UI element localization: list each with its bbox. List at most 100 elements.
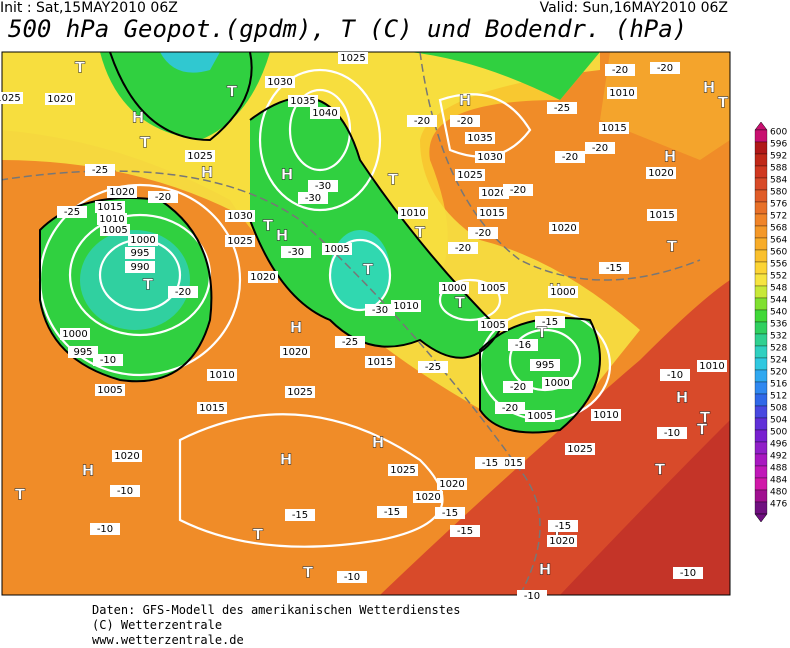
contour-label: 1015 (479, 208, 504, 219)
temperature-lines (2, 52, 701, 595)
colorbar-label: 532 (770, 332, 787, 342)
field-zone (560, 420, 730, 595)
contour-label: -10 (100, 355, 116, 366)
pressure-center: T (537, 324, 548, 342)
label-box (535, 316, 565, 328)
colorbar-cell (754, 201, 768, 215)
label-box (475, 457, 505, 469)
label-box (112, 450, 142, 462)
contour-label: 1005 (97, 385, 122, 396)
colorbar-label: 504 (770, 416, 787, 426)
label-box (503, 184, 533, 196)
label-box (125, 261, 155, 273)
label-box (478, 319, 508, 331)
contour-label: -16 (515, 340, 531, 351)
contour-label: -25 (92, 165, 108, 176)
label-box (225, 235, 255, 247)
contour-label: 1025 (187, 151, 212, 162)
contour-label: 1020 (551, 223, 576, 234)
label-box (605, 64, 635, 76)
contour-label: -20 (155, 192, 171, 203)
contour-label: -20 (502, 403, 518, 414)
contour-label: 1025 (0, 93, 21, 104)
colorbar-label: 488 (770, 464, 787, 474)
contour-label: 1020 (481, 188, 506, 199)
colorbar-cell (754, 465, 768, 479)
contour-label: -30 (288, 247, 304, 258)
contour-label: -10 (680, 568, 696, 579)
contour-label: 1030 (267, 77, 292, 88)
label-box (93, 354, 123, 366)
colorbar-cell (754, 273, 768, 287)
label-box (547, 535, 577, 547)
contour-label: 1000 (441, 283, 466, 294)
colorbar-label: 588 (770, 164, 787, 174)
contour-label: 1020 (47, 94, 72, 105)
label-box (225, 210, 255, 222)
pressure-center: H (201, 164, 214, 182)
label-box (565, 443, 595, 455)
contour-label: 1010 (593, 410, 618, 421)
contour-label: 1020 (648, 168, 673, 179)
contour-label: 995 (130, 248, 149, 259)
contour-label: 1010 (699, 361, 724, 372)
label-box (503, 381, 533, 393)
pressure-center: H (276, 227, 289, 245)
pressure-center: H (82, 462, 95, 480)
colorbar-cell (754, 189, 768, 203)
colorbar-label: 560 (770, 248, 787, 258)
colorbar-label: 508 (770, 404, 787, 414)
label-box (549, 222, 579, 234)
contour-label: 1020 (415, 492, 440, 503)
colorbar-cell (754, 153, 768, 167)
contour-552 (39, 52, 601, 434)
contour-label: -30 (315, 181, 331, 192)
label-box (548, 286, 578, 298)
contour-label: -15 (442, 508, 458, 519)
contour-label: 1005 (324, 244, 349, 255)
colorbar-label: 556 (770, 260, 787, 270)
contour-label: -25 (425, 362, 441, 373)
label-box (418, 361, 448, 373)
contour-label: 1020 (109, 187, 134, 198)
pressure-center: T (15, 486, 26, 504)
pressure-center: T (75, 59, 86, 77)
colorbar-label: 520 (770, 368, 787, 378)
label-box (248, 271, 278, 283)
contour-label: 1020 (439, 479, 464, 490)
pressure-center: H (290, 319, 303, 337)
pressure-center: T (455, 294, 466, 312)
label-box (125, 247, 155, 259)
label-box (660, 369, 690, 381)
colorbar-cell (754, 429, 768, 443)
contour-label: 1015 (497, 458, 522, 469)
contour-label: -25 (554, 103, 570, 114)
contour-label: 1005 (527, 411, 552, 422)
pressure-center: H (703, 79, 716, 97)
contour-label: -10 (664, 428, 680, 439)
colorbar-label: 500 (770, 428, 787, 438)
label-box (335, 336, 365, 348)
colorbar-label: 480 (770, 488, 787, 498)
pressure-center: T (143, 276, 154, 294)
colorbar-label: 524 (770, 356, 787, 366)
contour-label: 1025 (340, 53, 365, 64)
label-box (85, 164, 115, 176)
contour-label: 1015 (601, 123, 626, 134)
label-box (281, 246, 311, 258)
label-box (288, 95, 318, 107)
label-box (647, 209, 677, 221)
contour-label: -15 (542, 317, 558, 328)
label-box (455, 169, 485, 181)
label-box (207, 369, 237, 381)
label-box (128, 234, 158, 246)
contour-label: 1020 (549, 536, 574, 547)
field-zone (250, 97, 500, 358)
colorbar-cell (754, 237, 768, 251)
label-box (391, 300, 421, 312)
pressure-center: T (227, 83, 238, 101)
label-box (322, 243, 352, 255)
footer-line: (C) Wetterzentrale (92, 618, 223, 632)
pressure-center: H (372, 434, 385, 452)
pressure-center: T (363, 261, 374, 279)
